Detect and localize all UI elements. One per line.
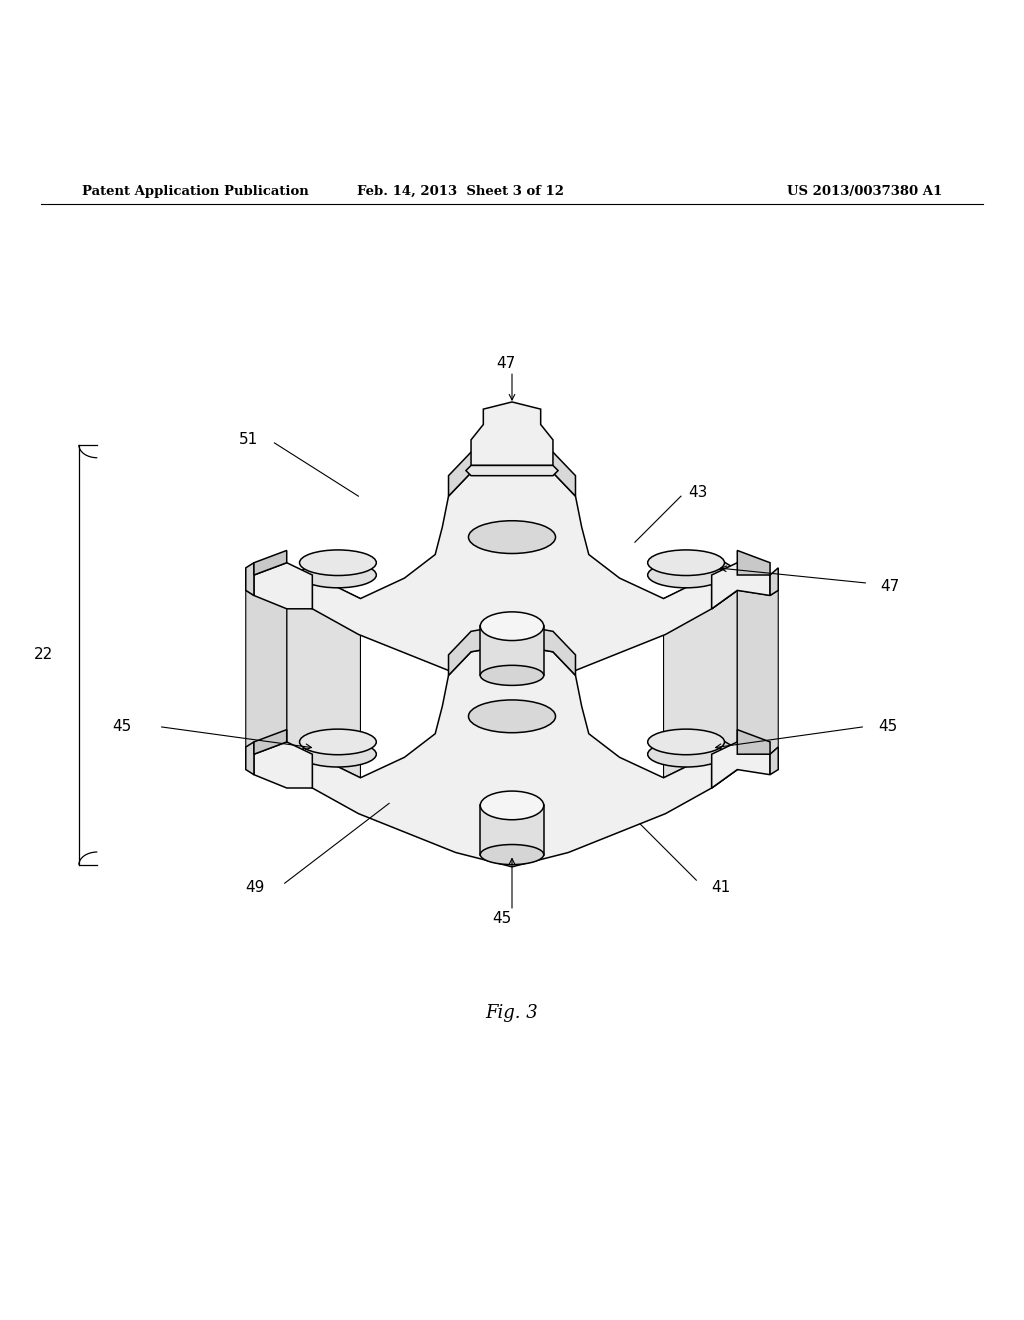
- Polygon shape: [449, 624, 575, 676]
- Text: 41: 41: [712, 880, 731, 895]
- Ellipse shape: [480, 612, 544, 640]
- Text: 47: 47: [881, 578, 900, 594]
- Text: Fig. 3: Fig. 3: [485, 1005, 539, 1022]
- Polygon shape: [287, 644, 737, 867]
- Polygon shape: [287, 570, 312, 609]
- Polygon shape: [480, 626, 544, 676]
- Ellipse shape: [480, 665, 544, 685]
- Text: 49: 49: [245, 880, 264, 895]
- Text: Patent Application Publication: Patent Application Publication: [82, 185, 308, 198]
- Polygon shape: [287, 576, 360, 777]
- Text: Feb. 14, 2013  Sheet 3 of 12: Feb. 14, 2013 Sheet 3 of 12: [357, 185, 564, 198]
- Polygon shape: [254, 742, 312, 788]
- Polygon shape: [471, 403, 553, 466]
- Text: 45: 45: [493, 911, 511, 925]
- Polygon shape: [254, 562, 312, 609]
- Polygon shape: [770, 568, 778, 595]
- Polygon shape: [712, 742, 770, 788]
- Polygon shape: [712, 562, 770, 609]
- Text: 45: 45: [879, 719, 898, 734]
- Polygon shape: [480, 805, 544, 854]
- Polygon shape: [246, 562, 254, 595]
- Ellipse shape: [648, 729, 725, 755]
- Polygon shape: [287, 466, 737, 688]
- Text: 45: 45: [112, 719, 131, 734]
- Text: US 2013/0037380 A1: US 2013/0037380 A1: [786, 185, 942, 198]
- Polygon shape: [246, 742, 254, 775]
- Polygon shape: [770, 747, 778, 775]
- Ellipse shape: [300, 562, 377, 587]
- Ellipse shape: [648, 550, 725, 576]
- Ellipse shape: [648, 562, 725, 587]
- Polygon shape: [246, 590, 287, 754]
- Polygon shape: [737, 590, 778, 754]
- Polygon shape: [254, 730, 287, 754]
- Polygon shape: [553, 473, 575, 655]
- Ellipse shape: [300, 742, 377, 767]
- Polygon shape: [471, 466, 553, 631]
- Ellipse shape: [469, 700, 555, 733]
- Ellipse shape: [480, 845, 544, 865]
- Polygon shape: [254, 550, 287, 576]
- Text: 47: 47: [497, 355, 515, 371]
- Ellipse shape: [300, 729, 377, 755]
- Ellipse shape: [300, 550, 377, 576]
- Text: 22: 22: [34, 647, 53, 663]
- Polygon shape: [287, 748, 312, 788]
- Polygon shape: [712, 554, 737, 609]
- Text: 51: 51: [239, 433, 258, 447]
- Text: 43: 43: [688, 484, 708, 499]
- Polygon shape: [737, 730, 770, 754]
- Polygon shape: [664, 576, 737, 777]
- Polygon shape: [712, 734, 737, 788]
- Ellipse shape: [480, 791, 544, 820]
- Ellipse shape: [648, 742, 725, 767]
- Polygon shape: [466, 466, 558, 475]
- Ellipse shape: [469, 520, 555, 553]
- Polygon shape: [449, 445, 575, 496]
- Polygon shape: [449, 473, 471, 655]
- Polygon shape: [737, 550, 770, 576]
